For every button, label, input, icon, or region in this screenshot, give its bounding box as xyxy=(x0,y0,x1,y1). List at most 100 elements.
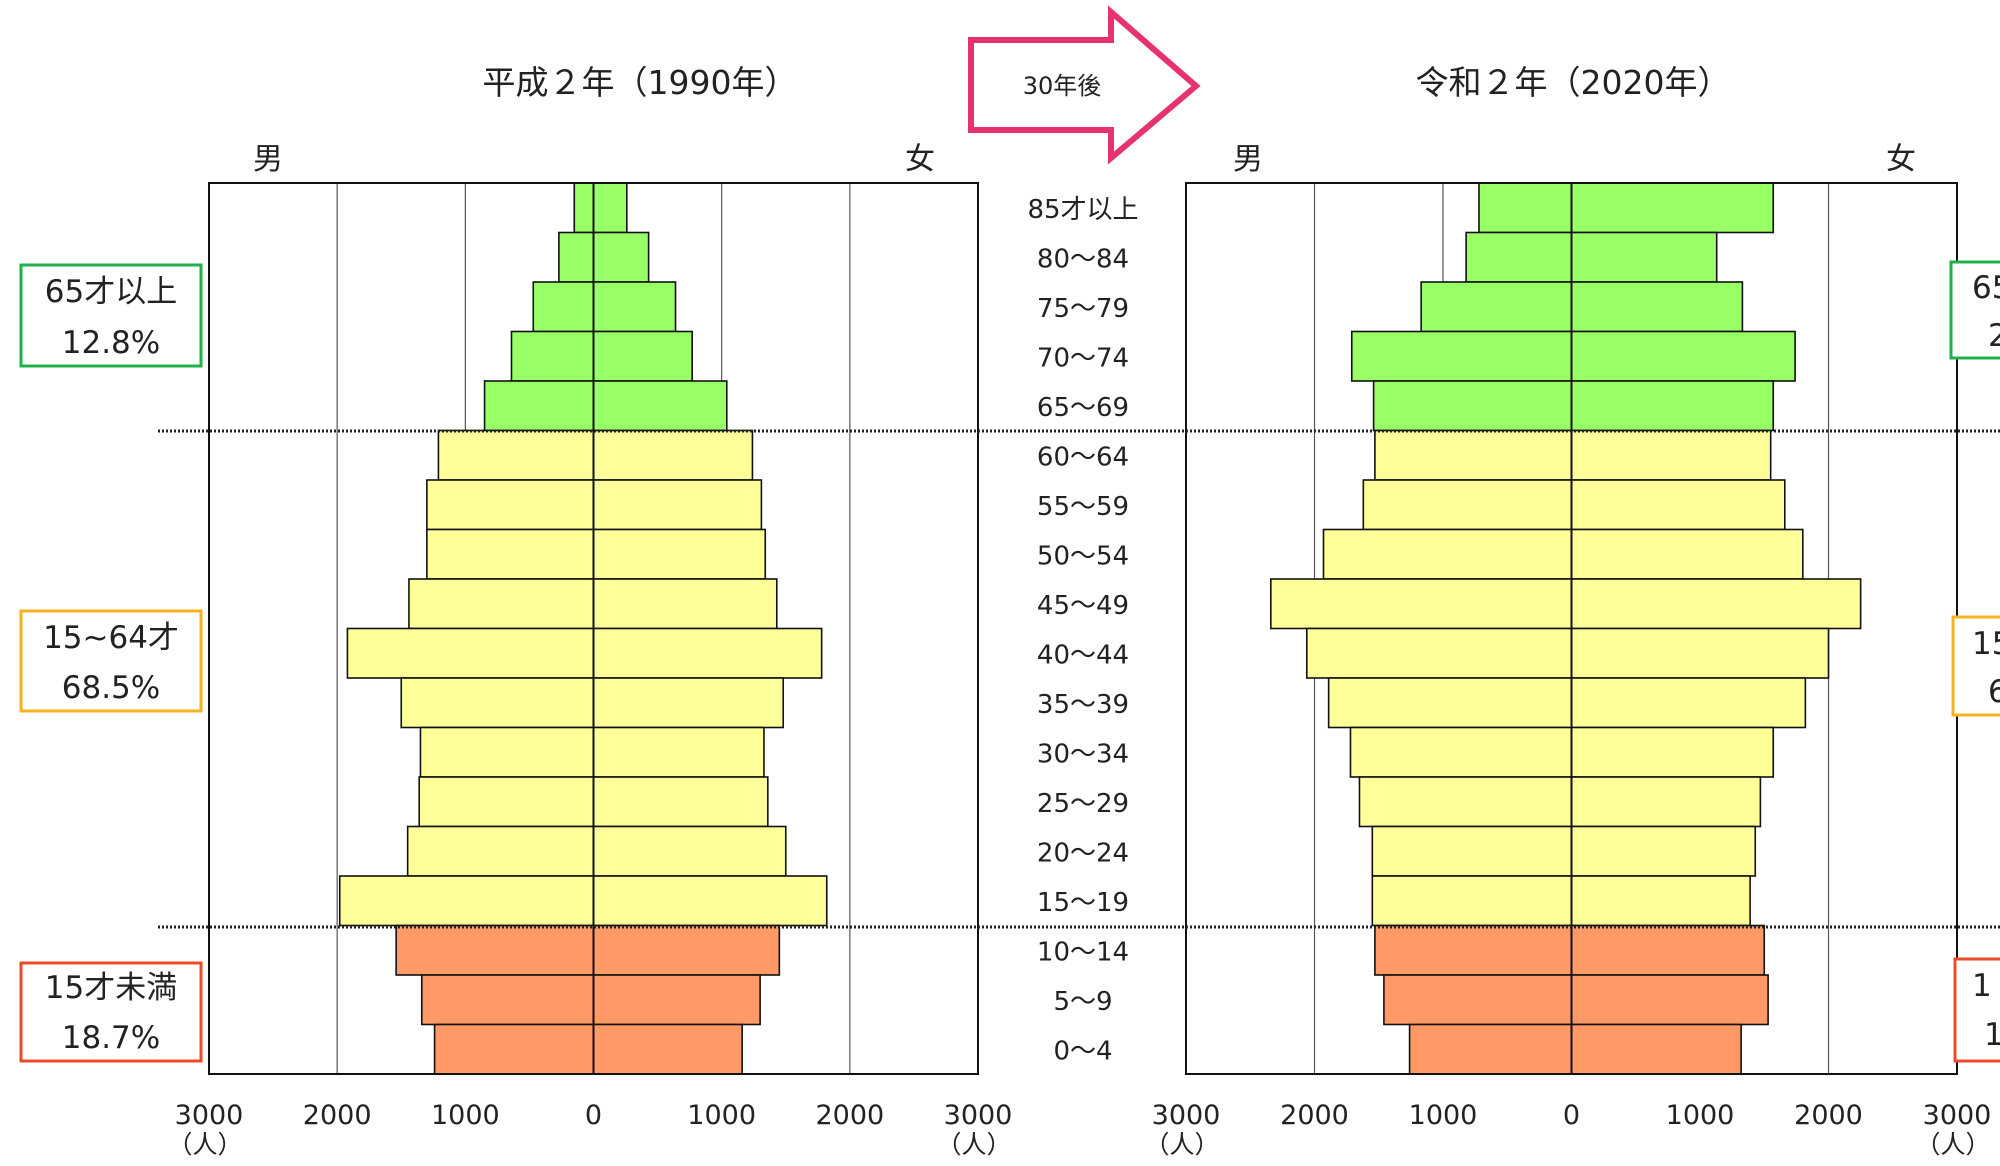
male-bar xyxy=(426,528,595,580)
x-tick-label: 3000 xyxy=(175,1100,244,1131)
unit-label: （人） xyxy=(1144,1130,1219,1159)
female-bar xyxy=(592,677,784,729)
female-bar xyxy=(592,1023,743,1075)
female-bar xyxy=(592,380,728,432)
left-pyramid-plot xyxy=(208,182,979,1075)
male-bar xyxy=(1371,875,1573,927)
male-bar xyxy=(1270,578,1573,630)
age-label: 25～29 xyxy=(1037,789,1129,819)
male-bar xyxy=(1371,825,1573,877)
age-labels: 85才以上 80～84 75～79 70～74 65～69 60～64 55～59 50～54… xyxy=(1027,195,1138,1067)
female-bar xyxy=(1570,677,1807,729)
age-label: 0～4 xyxy=(1053,1036,1112,1066)
thirty-years-arrow: 30年後 xyxy=(968,5,1201,165)
x-tick-label: 0 xyxy=(1563,1100,1580,1131)
male-bar xyxy=(1372,380,1573,432)
female-bar xyxy=(1570,479,1786,531)
right-x-tick-labels: 3000 2000 1000 0 1000 2000 3000（人） （人） xyxy=(1144,1100,1991,1159)
male-bar xyxy=(1327,677,1573,729)
female-bar xyxy=(1570,281,1744,333)
female-bar xyxy=(592,825,787,877)
left-male-label: 男 xyxy=(253,142,283,177)
group-pct: 12.8% xyxy=(62,325,160,361)
male-bar xyxy=(437,429,595,481)
box-frame xyxy=(1949,260,2000,360)
male-bar xyxy=(1420,281,1573,333)
x-tick-label: 3000 xyxy=(944,1100,1013,1131)
female-bar xyxy=(1570,924,1766,976)
unit-label: （人） xyxy=(167,1130,242,1159)
female-bar xyxy=(1570,875,1751,927)
male-bar xyxy=(1350,330,1573,382)
x-tick-label: 1000 xyxy=(431,1100,500,1131)
female-bar xyxy=(1570,974,1769,1026)
x-tick-label: 1000 xyxy=(687,1100,756,1131)
x-tick-label: 2000 xyxy=(815,1100,884,1131)
right-group-box-young: 1 1 xyxy=(1953,957,2000,1063)
age-label: 55～59 xyxy=(1037,492,1129,522)
male-bar xyxy=(483,380,595,432)
box-frame xyxy=(1953,957,2000,1063)
male-bar xyxy=(1305,627,1573,679)
unit-label: （人） xyxy=(1915,1130,1990,1159)
male-bar xyxy=(400,677,595,729)
male-bar xyxy=(1465,231,1573,283)
male-bar xyxy=(510,330,595,382)
right-group-box-working: 15 6 xyxy=(1951,615,2000,717)
age-label: 80～84 xyxy=(1037,244,1129,274)
male-bar xyxy=(418,776,595,828)
left-female-label: 女 xyxy=(905,142,935,177)
female-bar xyxy=(592,726,765,778)
male-bar xyxy=(1383,974,1573,1026)
male-bar xyxy=(420,974,595,1026)
age-label: 60～64 xyxy=(1037,442,1129,472)
female-bar xyxy=(1570,330,1796,382)
left-group-box-working: 15~64才 68.5% xyxy=(19,609,203,713)
left-group-box-young: 15才未満 18.7% xyxy=(19,961,203,1063)
female-bar xyxy=(1570,825,1757,877)
age-label: 75～79 xyxy=(1037,294,1129,324)
x-tick-label: 1000 xyxy=(1666,1100,1735,1131)
age-label: 45～49 xyxy=(1037,591,1129,621)
group-label: 15~64才 xyxy=(43,620,179,656)
female-bar xyxy=(592,479,763,531)
age-label: 5～9 xyxy=(1053,987,1112,1017)
female-bar xyxy=(1570,429,1772,481)
female-bar xyxy=(592,182,628,234)
male-bar xyxy=(406,825,595,877)
female-bar xyxy=(592,924,781,976)
group-pct: 6 xyxy=(1988,674,2000,710)
group-label: 15 xyxy=(1972,626,2000,662)
male-bar xyxy=(1362,479,1573,531)
age-label: 20～24 xyxy=(1037,838,1129,868)
plot-frame xyxy=(208,182,979,1075)
male-bar xyxy=(433,1023,595,1075)
right-chart-title: 令和２年（2020年） xyxy=(1416,63,1731,102)
right-female-label: 女 xyxy=(1886,142,1916,177)
male-bar xyxy=(1478,182,1573,234)
male-bar xyxy=(532,281,595,333)
male-bar xyxy=(346,627,595,679)
female-bar xyxy=(592,875,828,927)
male-bar xyxy=(426,479,595,531)
male-bar xyxy=(573,182,595,234)
female-bar xyxy=(1570,726,1775,778)
female-bar xyxy=(592,330,693,382)
male-bar xyxy=(408,578,595,630)
right-group-box-elderly: 65 2 xyxy=(1949,260,2000,360)
female-bar xyxy=(1570,528,1804,580)
age-label: 10～14 xyxy=(1037,937,1129,967)
male-bar xyxy=(419,726,595,778)
arrow-label: 30年後 xyxy=(1023,72,1102,100)
x-tick-label: 2000 xyxy=(303,1100,372,1131)
group-pct: 18.7% xyxy=(62,1020,160,1056)
male-bar xyxy=(395,924,595,976)
female-bar xyxy=(1570,380,1775,432)
age-label: 85才以上 xyxy=(1027,195,1138,225)
box-frame xyxy=(19,263,203,368)
female-bar xyxy=(1570,578,1862,630)
left-x-tick-labels: 3000 2000 1000 0 1000 2000 3000（人） （人） xyxy=(167,1100,1012,1159)
x-tick-label: 1000 xyxy=(1409,1100,1478,1131)
female-bar xyxy=(1570,776,1762,828)
